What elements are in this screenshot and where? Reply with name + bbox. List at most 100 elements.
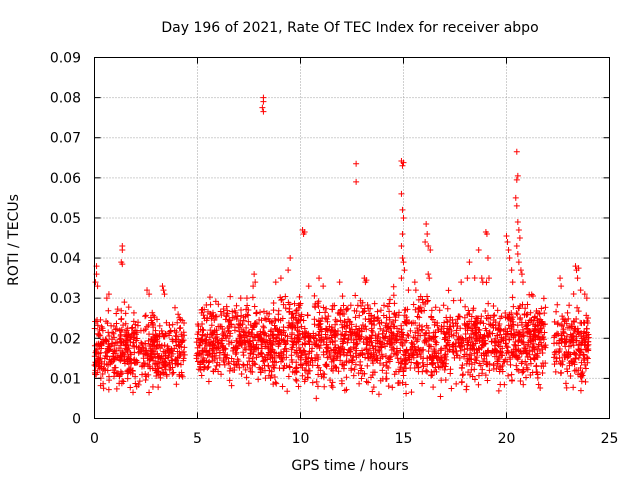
data-point — [94, 322, 101, 329]
data-point — [160, 287, 167, 294]
data-point — [236, 335, 243, 342]
data-point — [472, 355, 479, 362]
data-point — [215, 301, 222, 308]
data-point — [575, 346, 582, 353]
data-point — [304, 312, 311, 319]
data-point — [372, 332, 379, 339]
data-point — [381, 335, 388, 342]
data-point — [400, 159, 407, 166]
data-point — [161, 342, 168, 349]
data-point — [485, 349, 492, 356]
data-point — [127, 384, 134, 391]
data-point — [311, 292, 318, 299]
data-point — [563, 384, 570, 391]
data-point — [311, 303, 318, 310]
data-point — [265, 362, 272, 369]
data-point — [266, 318, 273, 325]
data-point — [513, 202, 520, 209]
data-point — [513, 310, 520, 317]
data-point — [212, 313, 219, 320]
data-point — [120, 322, 127, 329]
data-point — [133, 383, 140, 390]
data-point — [425, 271, 432, 278]
data-point — [181, 319, 188, 326]
data-point — [475, 333, 482, 340]
data-point — [268, 348, 275, 355]
data-point — [408, 320, 415, 327]
data-point — [489, 330, 496, 337]
data-point — [228, 382, 235, 389]
data-point — [347, 352, 354, 359]
data-point — [312, 332, 319, 339]
data-point — [131, 343, 138, 350]
data-point — [345, 358, 352, 365]
data-point — [140, 344, 147, 351]
data-point — [427, 335, 434, 342]
data-point — [144, 287, 151, 294]
data-point — [397, 364, 404, 371]
data-point — [362, 316, 369, 323]
data-point — [99, 371, 106, 378]
data-point — [170, 369, 177, 376]
data-point — [238, 307, 245, 314]
data-point — [513, 243, 520, 250]
data-point — [491, 312, 498, 319]
data-point — [369, 388, 376, 395]
data-point — [316, 309, 323, 316]
data-point — [236, 364, 243, 371]
data-point — [348, 357, 355, 364]
data-point — [581, 341, 588, 348]
data-point — [404, 306, 411, 313]
data-point — [176, 371, 183, 378]
data-point — [283, 340, 290, 347]
data-point — [383, 370, 390, 377]
data-point — [507, 356, 514, 363]
data-point — [473, 329, 480, 336]
data-point — [268, 368, 275, 375]
data-point — [371, 300, 378, 307]
data-point — [542, 360, 549, 367]
data-point — [508, 330, 515, 337]
data-point — [262, 343, 269, 350]
data-point — [255, 351, 262, 358]
data-point — [110, 353, 117, 360]
data-point — [147, 350, 154, 357]
data-point — [424, 297, 431, 304]
data-point — [317, 320, 324, 327]
data-point — [536, 310, 543, 317]
data-point — [443, 314, 450, 321]
data-point — [368, 374, 375, 381]
data-point — [515, 259, 522, 266]
data-point — [297, 300, 304, 307]
data-point — [92, 279, 99, 286]
data-point — [317, 326, 324, 333]
data-point — [320, 349, 327, 356]
data-point — [364, 362, 371, 369]
data-point — [471, 331, 478, 338]
data-point — [482, 308, 489, 315]
data-point — [564, 309, 571, 316]
data-point — [417, 293, 424, 300]
data-point — [102, 366, 109, 373]
data-point — [413, 351, 420, 358]
data-point — [527, 328, 534, 335]
data-point — [485, 315, 492, 322]
data-point — [231, 324, 238, 331]
data-point — [285, 319, 292, 326]
data-point — [193, 339, 200, 346]
data-point — [432, 333, 439, 340]
data-point — [527, 360, 534, 367]
data-point — [95, 360, 102, 367]
data-point — [468, 334, 475, 341]
data-point — [463, 321, 470, 328]
data-point — [554, 301, 561, 308]
data-point — [510, 326, 517, 333]
data-point — [313, 395, 320, 402]
data-point — [146, 357, 153, 364]
data-point — [371, 369, 378, 376]
data-point — [267, 328, 274, 335]
data-point — [506, 255, 513, 262]
data-point — [435, 327, 442, 334]
data-point — [372, 346, 379, 353]
data-point — [377, 355, 384, 362]
